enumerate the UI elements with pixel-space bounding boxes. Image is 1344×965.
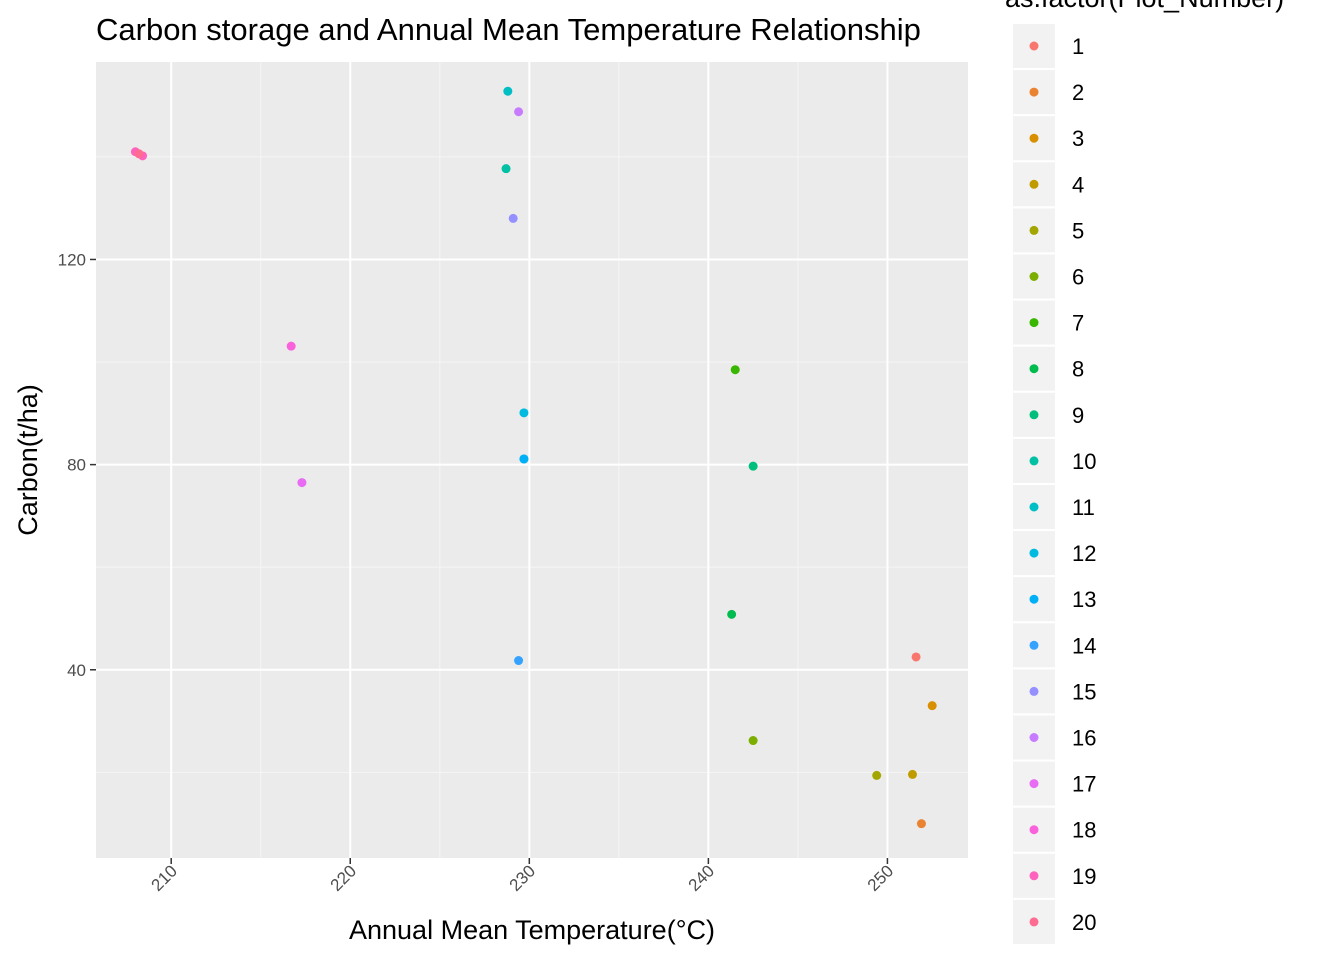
legend-label-1: 1 <box>1072 34 1084 59</box>
data-point-plot-17 <box>297 478 307 488</box>
legend-marker-5 <box>1029 225 1039 235</box>
legend-label-2: 2 <box>1072 80 1084 105</box>
legend-marker-17 <box>1029 779 1039 789</box>
y-tick-label: 80 <box>67 456 86 475</box>
legend-marker-4 <box>1029 179 1039 189</box>
data-point-plot-16 <box>514 107 524 117</box>
data-point-plot-20 <box>134 149 144 159</box>
legend-marker-3 <box>1029 133 1039 143</box>
legend-marker-15 <box>1029 686 1039 696</box>
plot-panel <box>96 62 968 858</box>
x-tick-label: 240 <box>685 861 718 894</box>
legend-marker-8 <box>1029 364 1039 374</box>
legend-label-4: 4 <box>1072 172 1084 197</box>
data-point-plot-13 <box>519 454 529 464</box>
legend-label-14: 14 <box>1072 633 1096 658</box>
legend-label-10: 10 <box>1072 449 1096 474</box>
x-axis-ticks: 210 220 230 240 250 <box>148 858 897 895</box>
data-point-plot-10 <box>501 164 511 174</box>
data-point-plot-1 <box>911 652 921 662</box>
legend-label-15: 15 <box>1072 679 1096 704</box>
legend-marker-11 <box>1029 502 1039 512</box>
chart-title: Carbon storage and Annual Mean Temperatu… <box>96 12 921 47</box>
legend-marker-14 <box>1029 640 1039 650</box>
minor-gridlines <box>96 62 968 858</box>
y-tick-label: 120 <box>58 250 86 269</box>
legend-marker-7 <box>1029 318 1039 328</box>
legend-label-8: 8 <box>1072 357 1084 382</box>
legend-marker-19 <box>1029 871 1039 881</box>
major-gridlines <box>96 62 968 858</box>
legend-label-18: 18 <box>1072 818 1096 843</box>
legend-title: as.factor(Plot_Number) <box>1005 0 1284 13</box>
y-axis-title: Carbon(t/ha) <box>13 384 43 536</box>
legend-label-16: 16 <box>1072 726 1096 751</box>
data-point-plot-6 <box>748 736 758 746</box>
legend-label-12: 12 <box>1072 541 1096 566</box>
legend-label-13: 13 <box>1072 587 1096 612</box>
data-point-plot-11 <box>503 86 513 96</box>
legend-label-5: 5 <box>1072 218 1084 243</box>
y-axis-ticks: 40 80 120 <box>58 250 96 680</box>
x-tick-label: 210 <box>148 861 181 894</box>
data-point-plot-18 <box>286 341 296 351</box>
legend-marker-10 <box>1029 456 1039 466</box>
legend-marker-6 <box>1029 272 1039 281</box>
data-point-plot-8 <box>727 609 737 619</box>
legend-marker-1 <box>1029 41 1039 51</box>
legend-label-6: 6 <box>1072 265 1084 290</box>
x-tick-label: 220 <box>327 861 360 894</box>
legend-marker-13 <box>1029 594 1039 604</box>
legend-label-20: 20 <box>1072 910 1096 935</box>
data-point-plot-4 <box>907 769 917 779</box>
data-point-plot-15 <box>508 213 518 223</box>
legend: as.factor(Plot_Number) 12345678910111213… <box>1005 0 1284 944</box>
legend-marker-16 <box>1029 733 1039 742</box>
data-point-plot-5 <box>872 770 882 780</box>
x-tick-label: 230 <box>506 861 539 894</box>
y-tick-label: 40 <box>67 661 86 680</box>
data-point-plot-3 <box>927 701 937 711</box>
legend-label-11: 11 <box>1072 495 1095 520</box>
data-point-plot-9 <box>748 461 758 471</box>
data-point-plot-12 <box>519 408 529 418</box>
data-point-plot-14 <box>514 656 524 666</box>
legend-marker-20 <box>1029 917 1039 927</box>
legend-marker-12 <box>1029 548 1039 558</box>
legend-label-9: 9 <box>1072 403 1084 428</box>
x-tick-label: 250 <box>864 861 897 894</box>
legend-label-3: 3 <box>1072 126 1084 151</box>
data-points <box>130 86 937 829</box>
legend-label-19: 19 <box>1072 864 1096 889</box>
x-axis-title: Annual Mean Temperature(°C) <box>349 915 715 945</box>
data-point-plot-2 <box>916 819 926 829</box>
data-point-plot-7 <box>730 365 740 375</box>
legend-marker-2 <box>1029 87 1039 97</box>
legend-label-17: 17 <box>1072 772 1096 797</box>
legend-marker-18 <box>1029 825 1039 835</box>
legend-label-7: 7 <box>1072 311 1084 336</box>
legend-marker-9 <box>1029 410 1039 420</box>
